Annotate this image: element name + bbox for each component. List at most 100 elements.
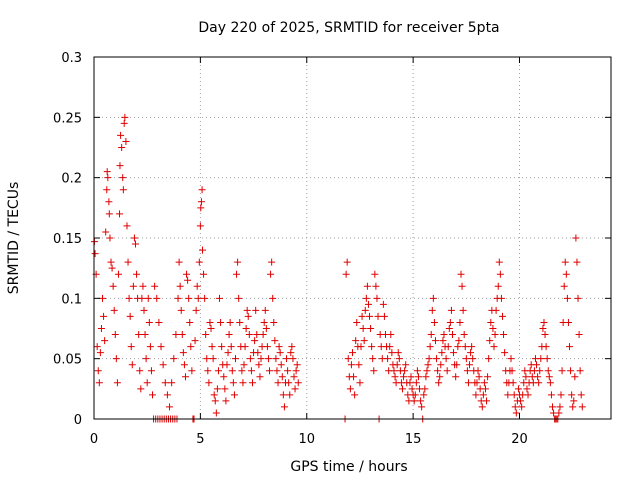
data-point bbox=[240, 361, 248, 369]
data-point bbox=[433, 355, 441, 363]
data-point bbox=[380, 312, 388, 320]
data-point bbox=[544, 367, 552, 375]
data-point bbox=[279, 391, 287, 399]
data-point bbox=[411, 391, 419, 399]
data-point bbox=[290, 373, 298, 381]
data-point bbox=[214, 367, 222, 375]
data-point bbox=[485, 355, 493, 363]
data-point bbox=[535, 379, 543, 387]
data-point bbox=[351, 391, 359, 399]
data-point bbox=[228, 367, 236, 375]
data-point bbox=[452, 373, 460, 381]
data-point bbox=[256, 373, 264, 381]
data-point bbox=[238, 367, 246, 375]
data-point bbox=[241, 343, 249, 351]
data-point bbox=[95, 379, 103, 387]
data-point bbox=[274, 379, 282, 387]
data-point bbox=[563, 294, 571, 302]
data-point bbox=[141, 331, 149, 339]
data-point bbox=[121, 113, 129, 121]
data-point bbox=[284, 367, 292, 375]
data-point bbox=[371, 270, 379, 278]
data-point bbox=[386, 343, 394, 351]
data-point bbox=[106, 234, 114, 242]
data-point bbox=[467, 349, 475, 357]
data-point bbox=[560, 282, 568, 290]
data-point bbox=[539, 325, 547, 332]
y-tick-label: 0 bbox=[74, 413, 82, 428]
data-point bbox=[435, 379, 443, 387]
data-point bbox=[463, 367, 471, 375]
data-point bbox=[496, 270, 504, 278]
data-point bbox=[291, 385, 299, 393]
data-point bbox=[124, 258, 132, 266]
data-point bbox=[573, 258, 581, 266]
data-point bbox=[524, 391, 532, 399]
data-point bbox=[293, 361, 301, 369]
data-point bbox=[198, 186, 206, 194]
data-point bbox=[283, 355, 291, 363]
data-point bbox=[143, 379, 151, 387]
data-point bbox=[578, 403, 586, 411]
data-point bbox=[370, 367, 378, 375]
data-point bbox=[388, 349, 396, 357]
data-point bbox=[243, 306, 251, 314]
data-point bbox=[153, 294, 161, 302]
y-tick-label: 0.15 bbox=[53, 232, 82, 247]
data-point bbox=[188, 367, 196, 375]
data-point bbox=[536, 367, 544, 375]
data-point bbox=[101, 337, 109, 345]
data-point bbox=[393, 361, 401, 369]
data-point bbox=[357, 343, 365, 351]
data-point bbox=[272, 355, 280, 363]
data-point bbox=[468, 343, 476, 351]
data-point bbox=[508, 367, 516, 375]
data-point bbox=[507, 355, 515, 363]
data-point bbox=[543, 355, 551, 363]
data-point bbox=[561, 258, 569, 266]
data-point bbox=[139, 282, 147, 290]
data-point bbox=[127, 343, 135, 351]
data-point bbox=[117, 131, 125, 139]
data-point bbox=[133, 270, 141, 278]
data-point bbox=[542, 343, 550, 351]
data-point bbox=[275, 343, 283, 351]
data-point bbox=[394, 349, 402, 357]
data-point bbox=[420, 391, 428, 399]
data-point bbox=[450, 349, 458, 357]
data-point bbox=[454, 343, 462, 351]
data-point bbox=[97, 325, 105, 332]
data-point bbox=[109, 282, 117, 290]
data-point bbox=[259, 331, 267, 339]
data-point bbox=[478, 403, 486, 411]
x-axis-ticks: 0 5 10 15 20 bbox=[90, 57, 528, 447]
data-point bbox=[185, 294, 193, 302]
data-point bbox=[514, 385, 522, 393]
data-point bbox=[172, 331, 180, 339]
data-point bbox=[200, 270, 208, 278]
data-point bbox=[344, 355, 352, 363]
data-point bbox=[180, 361, 188, 369]
data-point bbox=[564, 318, 572, 326]
data-point bbox=[252, 306, 260, 314]
y-axis-label: SRMTID / TECUs bbox=[6, 182, 22, 295]
x-tick-label: 20 bbox=[511, 432, 528, 447]
x-tick-label: 10 bbox=[298, 432, 315, 447]
data-point bbox=[349, 349, 356, 357]
data-point bbox=[484, 373, 492, 381]
data-point bbox=[418, 403, 426, 411]
data-point bbox=[407, 373, 415, 381]
data-point bbox=[413, 367, 421, 375]
data-point bbox=[277, 361, 285, 369]
data-point bbox=[475, 373, 483, 381]
data-point bbox=[445, 325, 453, 332]
data-point bbox=[400, 373, 408, 381]
data-point bbox=[557, 391, 565, 399]
data-point bbox=[93, 343, 101, 351]
data-point bbox=[103, 168, 111, 176]
data-point bbox=[390, 367, 398, 375]
data-point bbox=[246, 355, 254, 363]
data-point bbox=[194, 294, 202, 302]
data-point bbox=[221, 385, 229, 393]
data-point bbox=[286, 391, 294, 399]
